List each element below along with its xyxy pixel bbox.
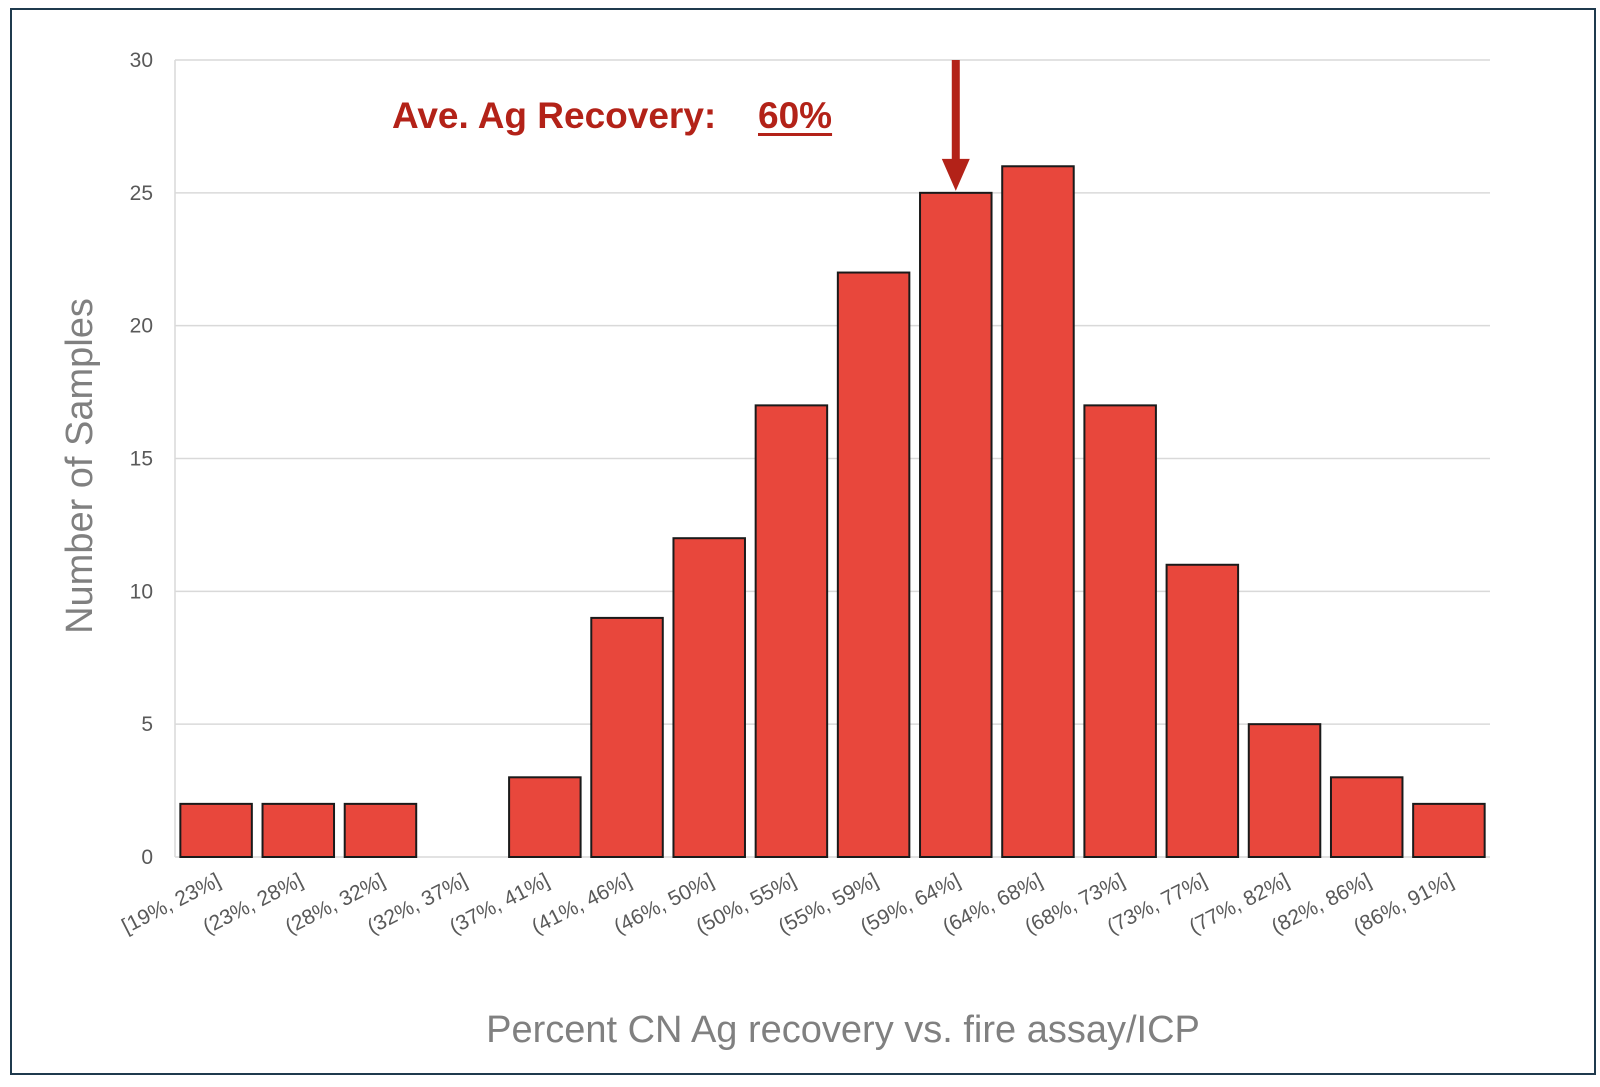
bars xyxy=(179,165,1486,859)
y-tick-label: 0 xyxy=(141,846,153,869)
bar xyxy=(1165,563,1240,858)
x-axis-title: Percent CN Ag recovery vs. fire assay/IC… xyxy=(486,1009,1200,1051)
y-tick-label: 10 xyxy=(130,580,153,603)
bar xyxy=(1329,776,1404,858)
y-tick-label: 15 xyxy=(130,448,153,471)
bar xyxy=(1083,404,1157,858)
bar xyxy=(919,191,993,859)
bar xyxy=(1001,165,1075,858)
bar xyxy=(672,537,746,858)
y-tick-label: 20 xyxy=(130,315,153,338)
y-tick-label: 25 xyxy=(130,182,153,205)
bar xyxy=(508,776,582,858)
y-tick-label: 5 xyxy=(141,713,153,736)
arrow-head xyxy=(941,158,970,191)
bar xyxy=(261,802,336,858)
bar xyxy=(836,271,911,858)
annotation-label: Ave. Ag Recovery: xyxy=(392,95,716,136)
bar xyxy=(1247,723,1322,859)
y-tick-labels: 0 5 10 15 20 25 30 xyxy=(130,49,153,869)
bar xyxy=(179,802,253,858)
average-annotation: Ave. Ag Recovery: 60% xyxy=(392,60,970,191)
bar xyxy=(590,616,664,859)
x-tick-labels: [19%, 23%](23%, 28%](28%, 32%](32%, 37%]… xyxy=(118,869,1457,939)
arrow-shaft xyxy=(951,60,960,161)
y-tick-label: 30 xyxy=(130,49,153,72)
bar xyxy=(1412,802,1486,858)
annotation-value-underline xyxy=(758,133,833,136)
bar xyxy=(343,802,418,858)
annotation-value: 60% xyxy=(758,95,832,136)
bar xyxy=(754,404,829,858)
y-axis-title: Number of Samples xyxy=(59,298,101,634)
